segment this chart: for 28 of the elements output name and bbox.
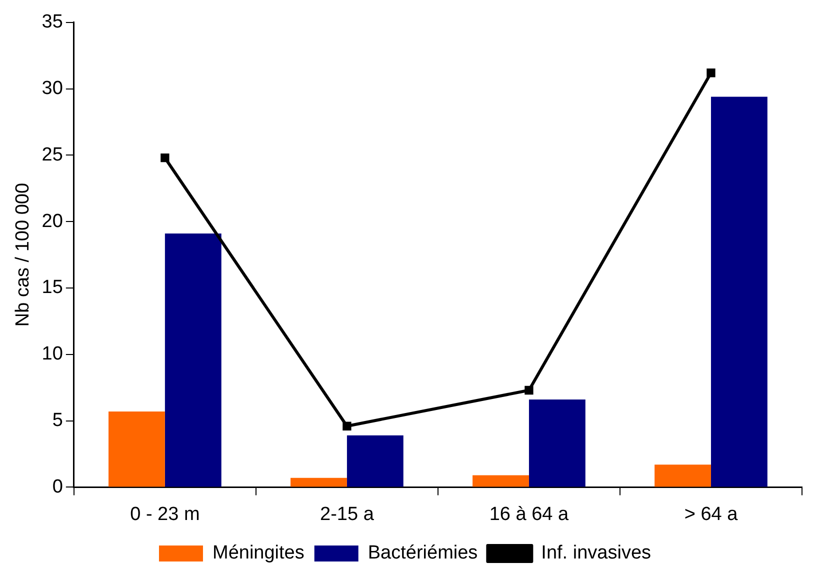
bar <box>710 96 768 487</box>
bar <box>108 412 165 487</box>
x-tick-label: > 64 a <box>684 504 738 525</box>
bar <box>164 234 222 487</box>
legend-label: Bactériémies <box>368 542 478 564</box>
y-tick-label: 10 <box>42 344 63 365</box>
y-tick-label: 0 <box>52 476 63 498</box>
legend-label: Inf. invasives <box>541 542 652 564</box>
legend-label: Méningites <box>212 542 304 564</box>
point <box>160 154 170 162</box>
bar <box>654 464 711 487</box>
y-tick-label: 35 <box>42 12 63 33</box>
y-tick-label: 15 <box>42 277 63 298</box>
x-tick-label: 16 à 64 a <box>489 504 570 525</box>
bar <box>472 475 529 487</box>
y-tick-label: 20 <box>42 210 63 232</box>
y-axis-title: Nb cas / 100 000 <box>12 182 34 327</box>
x-tick-label: 2-15 a <box>320 504 374 525</box>
y-tick-label: 30 <box>42 78 63 100</box>
point <box>342 422 352 430</box>
point <box>524 386 534 395</box>
bar <box>290 478 347 487</box>
y-tick-label: 25 <box>42 144 63 166</box>
y-tick-label: 5 <box>52 410 63 432</box>
point <box>706 68 716 78</box>
bar <box>346 435 404 487</box>
bar <box>528 400 586 487</box>
x-tick-label: 0 - 23 m <box>130 504 200 525</box>
